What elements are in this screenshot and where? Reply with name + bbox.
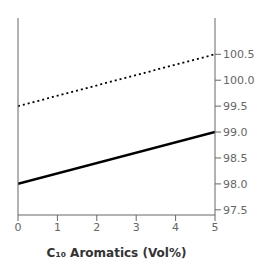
svg-text:98.0: 98.0 — [223, 178, 248, 191]
svg-text:2: 2 — [93, 221, 100, 234]
svg-text:4: 4 — [172, 221, 179, 234]
svg-text:3: 3 — [133, 221, 140, 234]
svg-text:C₁₀ Aromatics (Vol%): C₁₀ Aromatics (Vol%) — [47, 246, 187, 260]
svg-text:98.5: 98.5 — [223, 152, 248, 165]
svg-text:97.5: 97.5 — [223, 204, 248, 217]
svg-text:99.0: 99.0 — [223, 126, 248, 139]
svg-text:1: 1 — [54, 221, 61, 234]
svg-text:0: 0 — [15, 221, 22, 234]
svg-text:99.5: 99.5 — [223, 100, 248, 113]
svg-text:5: 5 — [212, 221, 219, 234]
svg-text:100.5: 100.5 — [223, 48, 255, 61]
svg-text:100.0: 100.0 — [223, 74, 255, 87]
